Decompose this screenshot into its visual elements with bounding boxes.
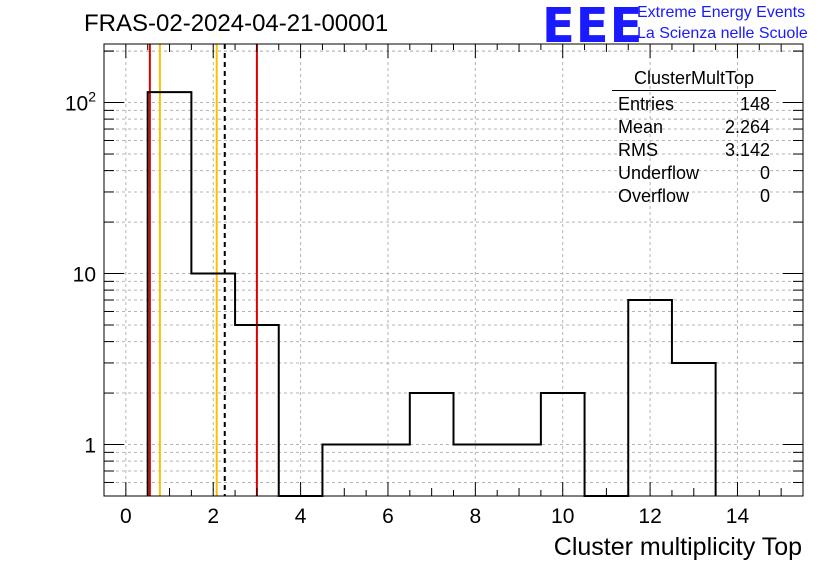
eee-logo-line1: Extreme Energy Events [637, 4, 806, 21]
stats-box: ClusterMultTop Entries 148 Mean 2.264 RM… [612, 68, 776, 209]
stats-value: 148 [739, 94, 770, 114]
x-tick-label: 8 [470, 505, 482, 528]
stats-label: Overflow [618, 186, 690, 206]
axes: 0 2 4 6 8 10 12 14 1 10 102 [65, 43, 804, 528]
eee-logo: EEE [542, 0, 644, 54]
eee-logo-line2: La Scienza nelle Scuole [637, 25, 808, 42]
histogram-bin [191, 274, 235, 496]
grid [104, 44, 803, 497]
stats-value: 0 [759, 163, 770, 183]
stats-row-overflow: Overflow 0 [612, 186, 776, 209]
stats-title: ClusterMultTop [612, 68, 776, 91]
y-tick-label: 10 [73, 264, 96, 287]
x-tick-label: 14 [726, 505, 750, 528]
x-tick-label: 10 [551, 505, 574, 528]
x-tick-label: 2 [207, 505, 219, 528]
x-tick-label: 6 [382, 505, 394, 528]
stats-row-rms: RMS 3.142 [612, 140, 776, 163]
stats-label: Mean [618, 117, 664, 137]
histogram-bin [148, 92, 192, 496]
y-tick-label: 102 [65, 89, 96, 116]
stats-label: Entries [618, 94, 675, 114]
run-title: FRAS-02-2024-04-21-00001 [84, 10, 389, 37]
stats-row-entries: Entries 148 [612, 94, 776, 117]
x-tick-label: 12 [638, 505, 661, 528]
histogram-outline [146, 91, 717, 497]
stats-label: Underflow [618, 163, 700, 183]
stats-row-underflow: Underflow 0 [612, 163, 776, 186]
histogram-bin [672, 363, 716, 496]
x-axis-label: Cluster multiplicity Top [553, 533, 802, 561]
x-tick-label: 0 [120, 505, 132, 528]
stats-value: 3.142 [724, 140, 770, 160]
y-tick-label: 1 [84, 435, 96, 458]
x-tick-label: 4 [295, 505, 307, 528]
marker-lines [148, 44, 258, 496]
stats-value: 0 [759, 186, 770, 206]
stats-row-mean: Mean 2.264 [612, 117, 776, 140]
stats-value: 2.264 [724, 117, 770, 137]
stats-label: RMS [618, 140, 658, 160]
histogram-bars [146, 91, 717, 497]
